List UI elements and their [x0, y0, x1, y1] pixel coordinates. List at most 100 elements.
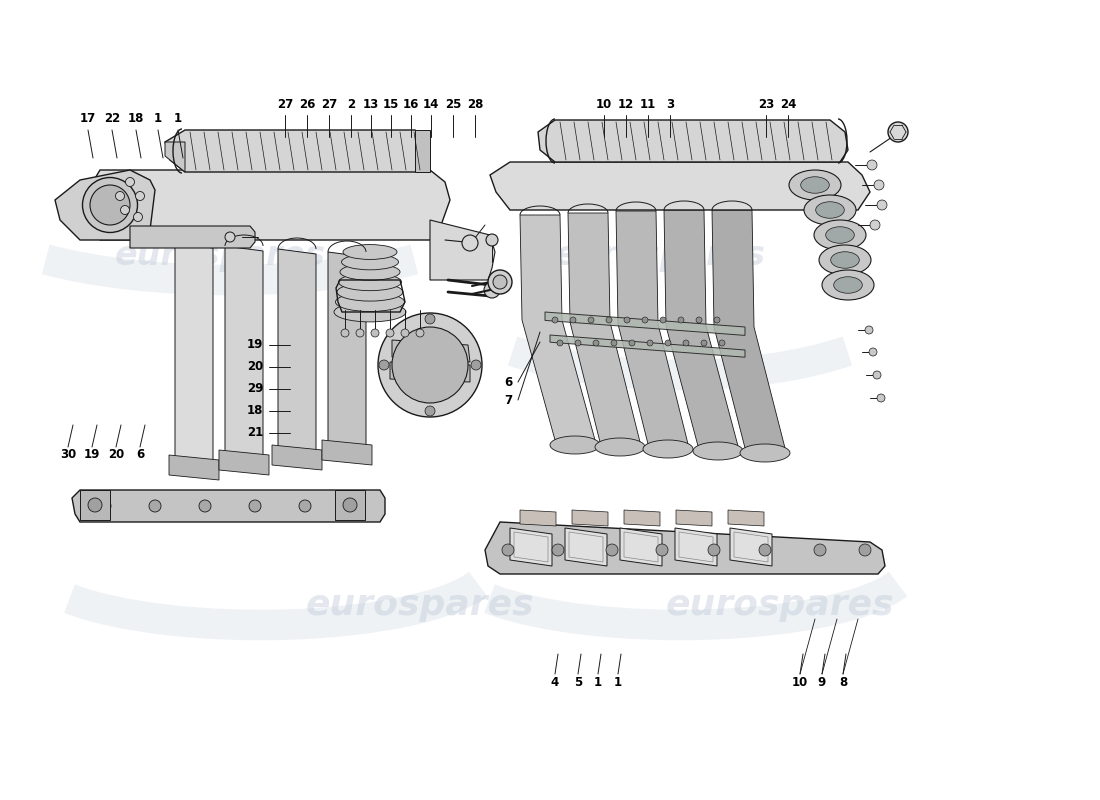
Circle shape	[552, 317, 558, 323]
Circle shape	[99, 500, 111, 512]
Circle shape	[378, 313, 482, 417]
Circle shape	[425, 314, 435, 324]
Text: 1: 1	[154, 111, 162, 125]
Text: 6: 6	[504, 375, 513, 389]
Polygon shape	[728, 510, 764, 526]
Polygon shape	[520, 215, 595, 440]
Polygon shape	[544, 312, 745, 335]
Circle shape	[708, 544, 720, 556]
Ellipse shape	[340, 264, 400, 280]
Text: 11: 11	[640, 98, 656, 111]
Text: eurospares: eurospares	[554, 238, 766, 271]
Polygon shape	[664, 210, 738, 446]
Circle shape	[226, 232, 235, 242]
Ellipse shape	[834, 277, 862, 294]
Ellipse shape	[334, 302, 406, 322]
Polygon shape	[336, 490, 365, 520]
Circle shape	[588, 317, 594, 323]
Polygon shape	[565, 528, 607, 566]
Text: 15: 15	[383, 98, 399, 111]
Ellipse shape	[693, 442, 742, 460]
Polygon shape	[328, 252, 366, 455]
Circle shape	[371, 329, 380, 337]
Circle shape	[877, 394, 886, 402]
Text: 3: 3	[666, 98, 674, 111]
Ellipse shape	[550, 436, 600, 454]
Text: 14: 14	[422, 98, 439, 111]
Text: 23: 23	[758, 98, 774, 111]
Circle shape	[356, 329, 364, 337]
Circle shape	[570, 317, 576, 323]
Ellipse shape	[820, 245, 871, 275]
Polygon shape	[322, 440, 372, 465]
Text: 16: 16	[403, 98, 419, 111]
Circle shape	[133, 213, 143, 222]
Text: 1: 1	[174, 111, 183, 125]
Ellipse shape	[337, 283, 403, 301]
Polygon shape	[272, 445, 322, 470]
Circle shape	[660, 317, 666, 323]
Circle shape	[656, 544, 668, 556]
Text: 1: 1	[594, 675, 602, 689]
Ellipse shape	[816, 202, 845, 218]
Circle shape	[874, 180, 884, 190]
Circle shape	[486, 234, 498, 246]
Ellipse shape	[595, 438, 645, 456]
Circle shape	[416, 329, 424, 337]
Ellipse shape	[789, 170, 842, 200]
Polygon shape	[490, 162, 870, 210]
Polygon shape	[430, 220, 495, 280]
Polygon shape	[415, 130, 430, 172]
Text: eurospares: eurospares	[666, 588, 894, 622]
Text: 13: 13	[363, 98, 379, 111]
Text: 25: 25	[444, 98, 461, 111]
Circle shape	[249, 500, 261, 512]
Polygon shape	[175, 243, 213, 470]
Circle shape	[199, 500, 211, 512]
Ellipse shape	[814, 220, 866, 250]
Text: 30: 30	[59, 449, 76, 462]
Ellipse shape	[801, 177, 829, 194]
Ellipse shape	[822, 270, 875, 300]
Ellipse shape	[336, 293, 405, 311]
Circle shape	[552, 544, 564, 556]
Circle shape	[343, 498, 358, 512]
Circle shape	[392, 327, 468, 403]
Ellipse shape	[341, 254, 398, 270]
Text: 5: 5	[574, 675, 582, 689]
Circle shape	[873, 371, 881, 379]
Text: 4: 4	[551, 675, 559, 689]
Circle shape	[121, 206, 130, 214]
Circle shape	[484, 282, 500, 298]
Polygon shape	[730, 528, 772, 566]
Polygon shape	[485, 522, 886, 574]
Circle shape	[386, 329, 394, 337]
Text: 17: 17	[80, 111, 96, 125]
Text: 18: 18	[128, 111, 144, 125]
Text: 21: 21	[246, 426, 263, 439]
Ellipse shape	[90, 185, 130, 225]
Text: 10: 10	[596, 98, 612, 111]
Polygon shape	[620, 528, 662, 566]
Circle shape	[116, 191, 124, 201]
Text: 8: 8	[839, 675, 847, 689]
Ellipse shape	[826, 226, 855, 243]
Polygon shape	[226, 246, 263, 465]
Text: 26: 26	[299, 98, 316, 111]
Circle shape	[488, 270, 512, 294]
Polygon shape	[169, 455, 219, 480]
Ellipse shape	[830, 252, 859, 268]
Polygon shape	[624, 510, 660, 526]
Circle shape	[869, 348, 877, 356]
Polygon shape	[165, 130, 430, 172]
Text: 29: 29	[246, 382, 263, 395]
Text: 2: 2	[346, 98, 355, 111]
Circle shape	[701, 340, 707, 346]
Text: 6: 6	[136, 449, 144, 462]
Circle shape	[493, 275, 507, 289]
Circle shape	[867, 160, 877, 170]
Circle shape	[341, 329, 349, 337]
Polygon shape	[392, 340, 470, 362]
Polygon shape	[568, 213, 640, 442]
Text: 9: 9	[818, 675, 826, 689]
